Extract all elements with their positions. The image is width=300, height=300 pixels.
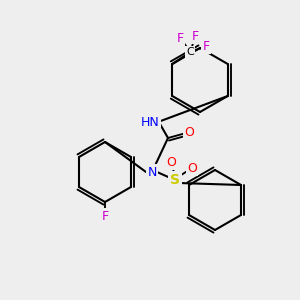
Text: C: C: [186, 47, 194, 57]
Text: F: F: [101, 209, 109, 223]
Text: F: F: [192, 29, 199, 43]
Text: O: O: [166, 155, 176, 169]
Text: HN: HN: [141, 116, 159, 128]
Text: O: O: [184, 127, 194, 140]
Text: S: S: [170, 173, 180, 187]
Text: F: F: [203, 40, 210, 52]
Text: F: F: [177, 32, 184, 44]
Text: O: O: [187, 161, 197, 175]
Text: N: N: [147, 166, 157, 178]
